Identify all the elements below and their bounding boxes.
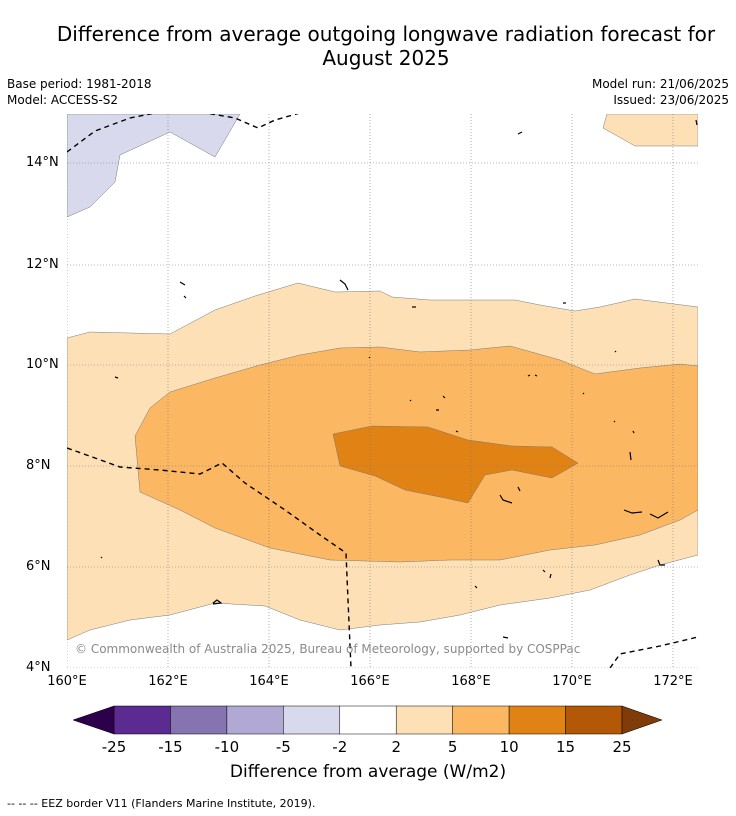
lat-label-10n: 10°N bbox=[26, 357, 59, 372]
lat-label-12n: 12°N bbox=[26, 257, 59, 272]
base-period: Base period: 1981-2018 bbox=[7, 77, 152, 91]
title-line-1: Difference from average outgoing longwav… bbox=[56, 22, 716, 46]
map-area bbox=[67, 114, 698, 668]
colorbar-tick-label: -5 bbox=[275, 738, 291, 756]
colorbar-tick-label: -25 bbox=[101, 738, 127, 756]
contour-10-15 bbox=[332, 425, 579, 504]
title-line-2: August 2025 bbox=[322, 46, 450, 70]
colorbar-tick-label: -15 bbox=[158, 738, 183, 756]
gridlines bbox=[67, 114, 698, 668]
positive-anomaly-northeast bbox=[602, 114, 698, 147]
eez-borders bbox=[67, 114, 698, 668]
model-run: Model run: 21/06/2025 bbox=[591, 77, 729, 91]
copyright-credit: © Commonwealth of Australia 2025, Bureau… bbox=[75, 642, 581, 656]
lon-label-172e: 172°E bbox=[653, 674, 693, 689]
lon-label-164e: 164°E bbox=[249, 674, 289, 689]
lat-label-8n: 8°N bbox=[26, 458, 51, 473]
lon-label-170e: 170°E bbox=[552, 674, 592, 689]
colorbar-tick-label: 10 bbox=[499, 738, 519, 756]
lat-label-6n: 6°N bbox=[26, 559, 51, 574]
lat-label-14n: 14°N bbox=[26, 155, 59, 170]
eez-legend: -- -- -- EEZ border V11 (Flanders Marine… bbox=[7, 797, 316, 810]
islands bbox=[100, 119, 698, 639]
issued-date: Issued: 23/06/2025 bbox=[613, 93, 729, 107]
colorbar-tick-label: 15 bbox=[556, 738, 576, 756]
colorbar-tick-label: 5 bbox=[447, 738, 458, 756]
colorbar-tick-label: 2 bbox=[391, 738, 401, 756]
meta-right: Model run: 21/06/2025 Issued: 23/06/2025 bbox=[592, 76, 729, 108]
colorbar-tick-label: -2 bbox=[332, 738, 348, 756]
lon-label-166e: 166°E bbox=[350, 674, 390, 689]
lon-label-162e: 162°E bbox=[148, 674, 188, 689]
model-name: Model: ACCESS-S2 bbox=[7, 93, 119, 107]
colorbar-title: Difference from average (W/m2) bbox=[229, 762, 507, 782]
negative-anomaly-northwest bbox=[67, 114, 241, 218]
colorbar-tick-label: 25 bbox=[612, 738, 632, 756]
colorbar-tick-label: -10 bbox=[214, 738, 240, 756]
lon-label-160e: 160°E bbox=[47, 674, 87, 689]
lat-label-4n: 4°N bbox=[26, 660, 51, 675]
lon-label-168e: 168°E bbox=[451, 674, 491, 689]
map-title: Difference from average outgoing longwav… bbox=[0, 22, 736, 70]
meta-left: Base period: 1981-2018 Model: ACCESS-S2 bbox=[7, 76, 152, 108]
